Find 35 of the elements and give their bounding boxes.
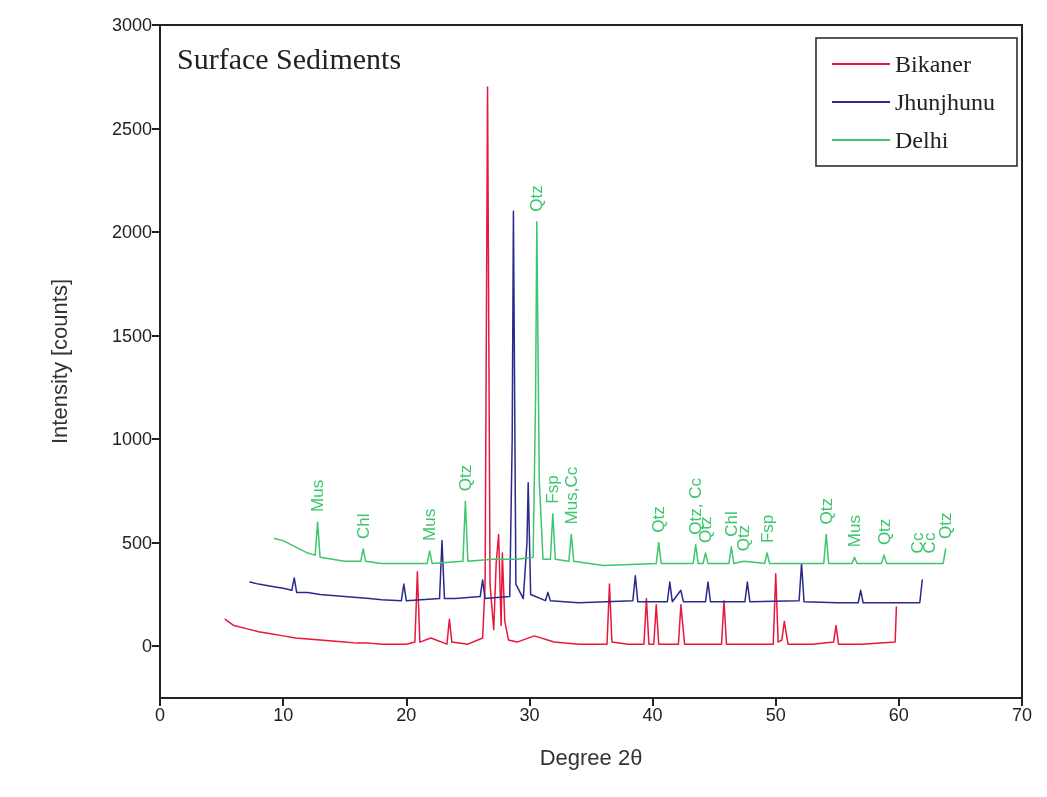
annotation: Qtz <box>649 506 669 533</box>
x-axis-title: Degree 2θ <box>539 744 643 770</box>
annotation: Qtz <box>527 185 547 212</box>
y-tick-label: 2000 <box>111 222 152 243</box>
y-tick-label: 0 <box>141 636 152 657</box>
annotation: Chl <box>353 513 373 539</box>
legend-label: Jhunjhunu <box>894 89 996 115</box>
x-tick-label: 50 <box>765 705 786 725</box>
x-tick-label: 60 <box>888 705 909 725</box>
annotation: Mus,Cc <box>561 466 581 525</box>
y-tick-label: 500 <box>121 532 152 553</box>
line-series <box>249 210 923 604</box>
legend-label: Delhi <box>894 127 949 153</box>
x-tick-label: 20 <box>396 705 417 725</box>
annotation: Mus <box>420 508 440 541</box>
annotation: Mus <box>308 479 328 512</box>
annotation: Mus <box>845 515 865 548</box>
text: Surface Sediments <box>177 41 402 75</box>
annotation: Qtz <box>936 512 956 539</box>
legend-label: Bikaner <box>894 51 971 77</box>
annotation: Qtz <box>874 518 894 546</box>
annotation: Fsp <box>757 514 777 544</box>
annotation: Fsp <box>543 475 563 504</box>
x-tick-label: 40 <box>642 705 663 725</box>
annotation: Qtz <box>816 497 836 525</box>
y-tick-label: 2500 <box>111 118 152 139</box>
y-tick-label: 3000 <box>111 15 152 35</box>
y-axis-title: Intensity [counts] <box>46 278 72 445</box>
x-tick-label: 30 <box>519 705 540 725</box>
x-tick-label: 70 <box>1011 705 1033 725</box>
x-tick-label: 0 <box>154 705 166 725</box>
x-tick-label: 10 <box>273 705 294 725</box>
y-tick-label: 1500 <box>111 325 152 346</box>
y-tick-label: 1000 <box>111 429 152 450</box>
annotation: Qtz <box>455 464 475 492</box>
